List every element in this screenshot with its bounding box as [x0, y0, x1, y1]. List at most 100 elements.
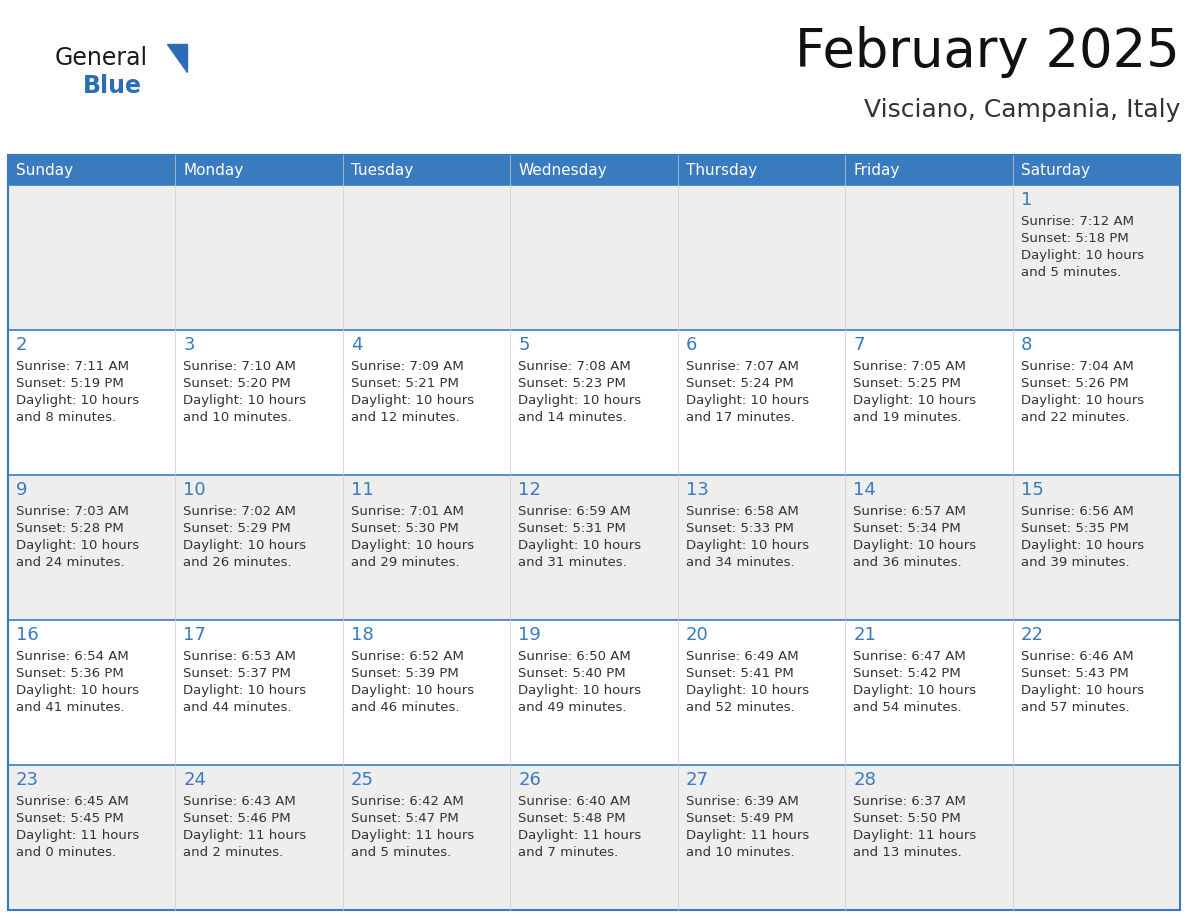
Text: Tuesday: Tuesday: [350, 162, 413, 177]
Text: Daylight: 10 hours: Daylight: 10 hours: [853, 539, 977, 552]
Text: Sunrise: 7:11 AM: Sunrise: 7:11 AM: [15, 360, 129, 373]
Text: and 17 minutes.: and 17 minutes.: [685, 411, 795, 424]
Text: Sunrise: 6:45 AM: Sunrise: 6:45 AM: [15, 795, 128, 808]
Text: Daylight: 10 hours: Daylight: 10 hours: [15, 394, 139, 407]
Text: Sunset: 5:29 PM: Sunset: 5:29 PM: [183, 522, 291, 535]
Text: Sunrise: 6:39 AM: Sunrise: 6:39 AM: [685, 795, 798, 808]
Text: Sunrise: 6:37 AM: Sunrise: 6:37 AM: [853, 795, 966, 808]
Text: Sunrise: 7:07 AM: Sunrise: 7:07 AM: [685, 360, 798, 373]
Text: Sunset: 5:20 PM: Sunset: 5:20 PM: [183, 377, 291, 390]
Text: Sunset: 5:36 PM: Sunset: 5:36 PM: [15, 667, 124, 680]
Text: and 36 minutes.: and 36 minutes.: [853, 556, 962, 569]
Text: Daylight: 10 hours: Daylight: 10 hours: [15, 539, 139, 552]
Text: Sunset: 5:31 PM: Sunset: 5:31 PM: [518, 522, 626, 535]
Text: 12: 12: [518, 481, 542, 499]
Text: Daylight: 11 hours: Daylight: 11 hours: [15, 829, 139, 842]
Text: Sunset: 5:19 PM: Sunset: 5:19 PM: [15, 377, 124, 390]
Text: Sunset: 5:46 PM: Sunset: 5:46 PM: [183, 812, 291, 825]
Text: Friday: Friday: [853, 162, 899, 177]
Text: Daylight: 10 hours: Daylight: 10 hours: [1020, 684, 1144, 697]
Text: Sunrise: 6:42 AM: Sunrise: 6:42 AM: [350, 795, 463, 808]
Text: Sunset: 5:39 PM: Sunset: 5:39 PM: [350, 667, 459, 680]
Text: Daylight: 10 hours: Daylight: 10 hours: [15, 684, 139, 697]
Text: Sunset: 5:33 PM: Sunset: 5:33 PM: [685, 522, 794, 535]
Text: Visciano, Campania, Italy: Visciano, Campania, Italy: [864, 98, 1180, 122]
Bar: [8, 620, 1180, 765]
Text: and 41 minutes.: and 41 minutes.: [15, 701, 125, 714]
Text: Sunset: 5:40 PM: Sunset: 5:40 PM: [518, 667, 626, 680]
Text: Daylight: 10 hours: Daylight: 10 hours: [518, 539, 642, 552]
Text: Daylight: 10 hours: Daylight: 10 hours: [685, 539, 809, 552]
Text: and 34 minutes.: and 34 minutes.: [685, 556, 795, 569]
Text: Sunrise: 7:05 AM: Sunrise: 7:05 AM: [853, 360, 966, 373]
Text: Sunset: 5:35 PM: Sunset: 5:35 PM: [1020, 522, 1129, 535]
Text: 25: 25: [350, 771, 374, 789]
Text: and 22 minutes.: and 22 minutes.: [1020, 411, 1130, 424]
Text: Sunset: 5:41 PM: Sunset: 5:41 PM: [685, 667, 794, 680]
Text: Sunrise: 6:49 AM: Sunrise: 6:49 AM: [685, 650, 798, 663]
Text: 14: 14: [853, 481, 876, 499]
Text: and 54 minutes.: and 54 minutes.: [853, 701, 962, 714]
Bar: [8, 155, 1180, 910]
Text: Sunrise: 6:57 AM: Sunrise: 6:57 AM: [853, 505, 966, 518]
Text: and 13 minutes.: and 13 minutes.: [853, 846, 962, 859]
Text: Sunrise: 6:50 AM: Sunrise: 6:50 AM: [518, 650, 631, 663]
Text: Sunset: 5:49 PM: Sunset: 5:49 PM: [685, 812, 794, 825]
Text: 10: 10: [183, 481, 206, 499]
Text: and 39 minutes.: and 39 minutes.: [1020, 556, 1130, 569]
Text: 9: 9: [15, 481, 27, 499]
Text: Sunset: 5:34 PM: Sunset: 5:34 PM: [853, 522, 961, 535]
Text: 17: 17: [183, 626, 207, 644]
Bar: [8, 185, 1180, 330]
Bar: [8, 330, 1180, 475]
Text: Sunrise: 6:43 AM: Sunrise: 6:43 AM: [183, 795, 296, 808]
Bar: [8, 765, 1180, 910]
Text: and 46 minutes.: and 46 minutes.: [350, 701, 460, 714]
Text: Sunset: 5:30 PM: Sunset: 5:30 PM: [350, 522, 459, 535]
Text: Sunset: 5:18 PM: Sunset: 5:18 PM: [1020, 232, 1129, 245]
Text: Sunset: 5:26 PM: Sunset: 5:26 PM: [1020, 377, 1129, 390]
Text: Sunset: 5:43 PM: Sunset: 5:43 PM: [1020, 667, 1129, 680]
Text: Sunset: 5:28 PM: Sunset: 5:28 PM: [15, 522, 124, 535]
Text: Sunset: 5:48 PM: Sunset: 5:48 PM: [518, 812, 626, 825]
Text: Sunrise: 6:46 AM: Sunrise: 6:46 AM: [1020, 650, 1133, 663]
Text: Daylight: 10 hours: Daylight: 10 hours: [853, 394, 977, 407]
Text: Sunset: 5:24 PM: Sunset: 5:24 PM: [685, 377, 794, 390]
Text: 8: 8: [1020, 336, 1032, 354]
Text: 3: 3: [183, 336, 195, 354]
Text: Saturday: Saturday: [1020, 162, 1089, 177]
Text: Sunrise: 6:40 AM: Sunrise: 6:40 AM: [518, 795, 631, 808]
Text: 5: 5: [518, 336, 530, 354]
Text: Sunset: 5:23 PM: Sunset: 5:23 PM: [518, 377, 626, 390]
Text: Daylight: 10 hours: Daylight: 10 hours: [183, 539, 307, 552]
Text: 13: 13: [685, 481, 708, 499]
Text: and 24 minutes.: and 24 minutes.: [15, 556, 125, 569]
Text: Sunrise: 7:12 AM: Sunrise: 7:12 AM: [1020, 215, 1133, 228]
Text: Sunrise: 7:01 AM: Sunrise: 7:01 AM: [350, 505, 463, 518]
Text: 26: 26: [518, 771, 542, 789]
Text: and 26 minutes.: and 26 minutes.: [183, 556, 292, 569]
Text: 27: 27: [685, 771, 709, 789]
Text: Wednesday: Wednesday: [518, 162, 607, 177]
Text: Daylight: 10 hours: Daylight: 10 hours: [350, 684, 474, 697]
Text: General: General: [55, 46, 148, 70]
Text: Sunrise: 7:03 AM: Sunrise: 7:03 AM: [15, 505, 128, 518]
Text: Daylight: 10 hours: Daylight: 10 hours: [1020, 394, 1144, 407]
Text: 28: 28: [853, 771, 876, 789]
Text: Sunset: 5:47 PM: Sunset: 5:47 PM: [350, 812, 459, 825]
Polygon shape: [168, 44, 187, 72]
Text: and 2 minutes.: and 2 minutes.: [183, 846, 284, 859]
Text: and 5 minutes.: and 5 minutes.: [350, 846, 451, 859]
Text: and 10 minutes.: and 10 minutes.: [685, 846, 795, 859]
Text: 24: 24: [183, 771, 207, 789]
Text: 20: 20: [685, 626, 708, 644]
Text: and 44 minutes.: and 44 minutes.: [183, 701, 292, 714]
Text: Sunrise: 6:53 AM: Sunrise: 6:53 AM: [183, 650, 296, 663]
Text: Sunrise: 6:47 AM: Sunrise: 6:47 AM: [853, 650, 966, 663]
Text: and 0 minutes.: and 0 minutes.: [15, 846, 116, 859]
Text: Blue: Blue: [83, 74, 143, 98]
Text: Thursday: Thursday: [685, 162, 757, 177]
Text: Daylight: 10 hours: Daylight: 10 hours: [1020, 249, 1144, 262]
Text: Daylight: 10 hours: Daylight: 10 hours: [350, 394, 474, 407]
Text: Daylight: 11 hours: Daylight: 11 hours: [350, 829, 474, 842]
